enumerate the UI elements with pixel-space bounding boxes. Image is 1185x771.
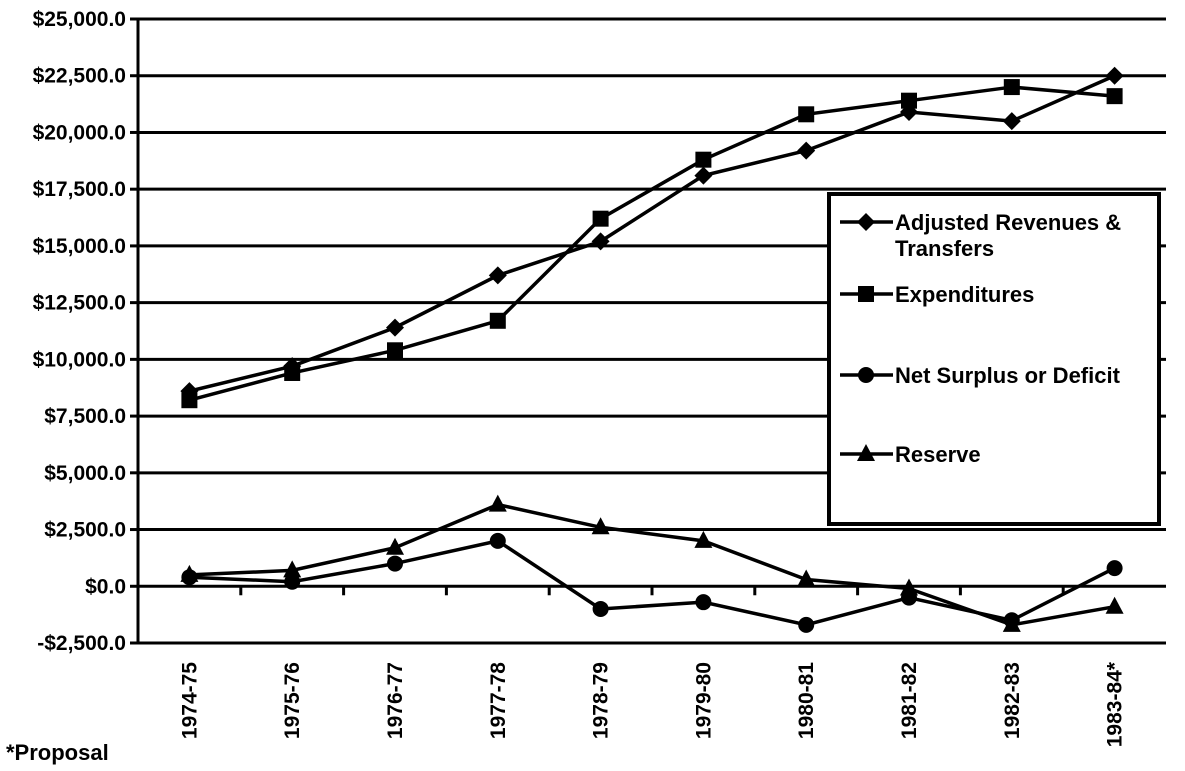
axes	[130, 17, 1065, 645]
data-point-square	[901, 92, 917, 109]
x-tick-label: 1983-84*	[1104, 661, 1127, 747]
data-point-circle	[387, 555, 403, 572]
data-point-square	[695, 151, 712, 168]
data-point-diamond	[797, 141, 816, 160]
data-point-diamond	[591, 232, 610, 251]
y-tick-label: -$2,500.0	[37, 632, 126, 655]
y-tick-label: $12,500.0	[33, 292, 126, 315]
data-point-triangle	[283, 560, 302, 578]
y-tick-label: $7,500.0	[44, 405, 126, 428]
x-tick-label: 1978-79	[590, 662, 613, 739]
data-point-square	[284, 364, 301, 381]
data-point-diamond	[488, 266, 507, 285]
series-lines	[180, 66, 1124, 633]
data-point-triangle	[1002, 614, 1021, 632]
y-tick-label: $5,000.0	[44, 462, 126, 485]
data-point-triangle	[591, 517, 610, 535]
x-tick-label: 1981-82	[898, 662, 921, 739]
data-point-square	[489, 312, 506, 329]
legend: Adjusted Revenues & Transfers Expenditures…	[827, 192, 1161, 526]
series-line	[188, 74, 1116, 393]
y-tick-label: $10,000.0	[33, 348, 126, 371]
series-line	[189, 502, 1115, 627]
data-point-triangle	[180, 564, 199, 582]
y-tick-label: $15,000.0	[33, 235, 126, 258]
y-axis-tick-labels: $25,000.0 $22,500.0 $20,000.0 $17,500.0 $15,…	[33, 8, 126, 655]
y-tick-label: $22,500.0	[33, 65, 126, 88]
y-tick-label: $2,500.0	[44, 519, 126, 542]
gridlines	[138, 17, 1166, 645]
x-tick-label: 1980-81	[795, 662, 818, 739]
y-tick-label: $0.0	[85, 575, 126, 598]
legend-label: Reserve	[895, 442, 981, 467]
legend-marker-diamond	[857, 213, 875, 231]
data-point-square	[1106, 88, 1123, 105]
x-tick-label: 1977-78	[487, 662, 510, 739]
series-reserve	[180, 494, 1124, 632]
footnote: *Proposal	[6, 740, 109, 765]
y-tick-label: $17,500.0	[33, 178, 126, 201]
series-net-surplus-or-deficit	[181, 532, 1123, 633]
data-point-triangle	[900, 578, 918, 596]
x-axis-tick-labels: 1974-75 1975-76 1976-77 1977-78 1978-79 1979-…	[178, 661, 1126, 747]
data-point-square	[1003, 79, 1020, 96]
data-point-triangle	[694, 530, 713, 548]
data-point-square	[181, 392, 198, 409]
x-tick-label: 1975-76	[281, 662, 304, 739]
data-point-triangle	[386, 537, 404, 555]
data-point-circle	[798, 616, 815, 633]
data-point-square	[387, 342, 403, 359]
data-point-circle	[592, 600, 609, 617]
x-tick-label: 1979-80	[692, 662, 715, 739]
y-tick-label: $20,000.0	[33, 121, 126, 144]
data-point-diamond	[1002, 112, 1021, 131]
data-point-diamond	[1105, 66, 1124, 85]
legend-label: Expenditures	[895, 282, 1034, 307]
data-point-square	[592, 210, 609, 227]
data-point-square	[798, 106, 815, 123]
legend-marker-square	[858, 286, 874, 302]
legend-marker-triangle	[857, 444, 875, 461]
series-line	[188, 85, 1115, 402]
y-tick-label: $25,000.0	[33, 8, 126, 31]
data-point-circle	[489, 532, 506, 549]
legend-label: Adjusted Revenues & Transfers	[895, 210, 1121, 261]
data-point-circle	[1106, 560, 1123, 577]
legend-label: Net Surplus or Deficit	[895, 363, 1121, 388]
data-point-triangle	[488, 494, 507, 512]
legend-marker-circle	[858, 367, 874, 383]
data-point-circle	[284, 573, 301, 590]
data-point-diamond	[694, 166, 713, 185]
data-point-diamond	[386, 318, 404, 337]
x-tick-label: 1974-75	[178, 662, 201, 739]
data-point-triangle	[1105, 596, 1124, 614]
series-expenditures	[181, 79, 1123, 409]
x-tick-label: 1982-83	[1001, 662, 1024, 739]
data-point-triangle	[797, 569, 816, 587]
series-line	[189, 539, 1116, 627]
legend-box	[827, 192, 1161, 526]
x-tick-label: 1976-77	[384, 662, 407, 739]
data-point-circle	[695, 594, 712, 611]
